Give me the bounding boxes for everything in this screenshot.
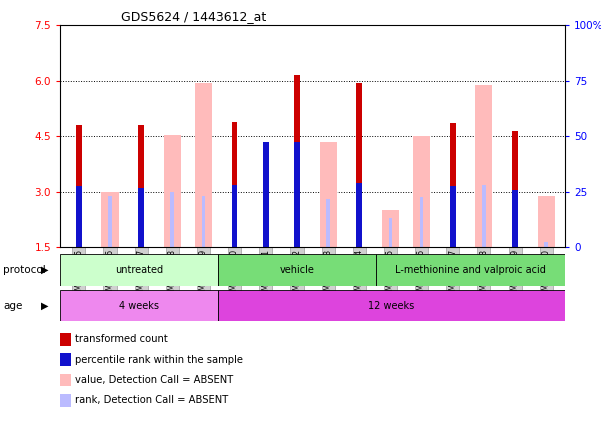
Bar	[232, 122, 237, 247]
Bar	[356, 83, 362, 247]
Bar	[413, 137, 430, 247]
Bar	[545, 242, 548, 247]
Bar	[326, 199, 330, 247]
Text: value, Detection Call = ABSENT: value, Detection Call = ABSENT	[75, 375, 233, 385]
Text: untreated: untreated	[115, 265, 163, 275]
Bar	[356, 183, 362, 247]
Bar	[60, 290, 218, 321]
Text: vehicle: vehicle	[279, 265, 314, 275]
Bar	[450, 124, 456, 247]
Bar	[171, 192, 174, 247]
Bar	[512, 190, 518, 247]
Text: transformed count: transformed count	[75, 334, 168, 344]
Bar	[320, 142, 337, 247]
Bar	[163, 135, 181, 247]
Bar	[76, 125, 82, 247]
Bar	[263, 142, 269, 247]
Bar	[376, 254, 565, 286]
Bar	[382, 211, 399, 247]
Bar	[76, 187, 82, 247]
Bar	[232, 184, 237, 247]
Bar	[201, 196, 206, 247]
Bar	[108, 196, 112, 247]
Text: rank, Detection Call = ABSENT: rank, Detection Call = ABSENT	[75, 395, 228, 405]
Bar	[294, 75, 300, 247]
Bar	[138, 125, 144, 247]
Text: percentile rank within the sample: percentile rank within the sample	[75, 354, 243, 365]
Text: L-methionine and valproic acid: L-methionine and valproic acid	[395, 265, 546, 275]
Text: protocol: protocol	[3, 265, 46, 275]
Bar	[475, 85, 492, 247]
Bar	[450, 187, 456, 247]
Bar	[512, 131, 518, 247]
Bar	[263, 142, 269, 247]
Bar	[195, 83, 212, 247]
Bar	[513, 240, 517, 247]
Text: 12 weeks: 12 weeks	[368, 301, 415, 310]
Text: GDS5624 / 1443612_at: GDS5624 / 1443612_at	[121, 10, 266, 23]
Bar	[538, 196, 555, 247]
Bar	[218, 254, 376, 286]
Bar	[294, 142, 300, 247]
Bar	[102, 192, 118, 247]
Bar	[419, 198, 424, 247]
Bar	[482, 184, 486, 247]
Bar	[60, 254, 218, 286]
Text: ▶: ▶	[41, 301, 48, 311]
Text: ▶: ▶	[41, 265, 48, 275]
Bar	[138, 188, 144, 247]
Bar	[389, 218, 392, 247]
Bar	[218, 290, 565, 321]
Text: 4 weeks: 4 weeks	[119, 301, 159, 310]
Text: age: age	[3, 301, 22, 311]
